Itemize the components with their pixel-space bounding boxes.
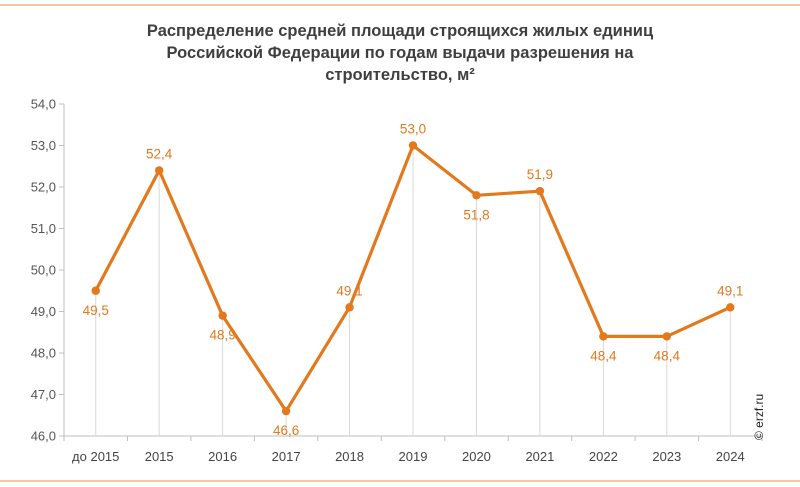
x-tick-label: 2020 bbox=[462, 449, 491, 464]
y-tick-label: 50,0 bbox=[31, 263, 56, 278]
data-label: 48,9 bbox=[209, 328, 235, 343]
data-label: 48,4 bbox=[654, 348, 681, 363]
x-tick-label: до 2015 bbox=[72, 449, 119, 464]
data-label: 48,4 bbox=[590, 348, 617, 363]
data-point bbox=[472, 191, 481, 200]
chart-title-line-3: строительство, м² bbox=[325, 66, 475, 84]
data-label: 51,9 bbox=[527, 167, 553, 182]
x-tick-label: 2024 bbox=[716, 449, 745, 464]
x-tick-label: 2022 bbox=[589, 449, 618, 464]
data-label: 53,0 bbox=[400, 122, 426, 137]
bottom-border bbox=[0, 480, 800, 482]
data-point bbox=[218, 311, 227, 320]
x-tick-label: 2016 bbox=[208, 449, 237, 464]
watermark: © erzf.ru bbox=[752, 393, 766, 440]
x-tick-label: 2015 bbox=[145, 449, 174, 464]
chart-title-line-2: Российской Федерации по годам выдачи раз… bbox=[166, 44, 634, 62]
data-label: 49,5 bbox=[83, 303, 109, 318]
x-tick-label: 2019 bbox=[399, 449, 428, 464]
chart-title-line-1: Распределение средней площади строящихся… bbox=[146, 22, 654, 40]
data-label: 49,1 bbox=[717, 283, 743, 298]
data-point bbox=[91, 286, 100, 295]
data-point bbox=[535, 186, 545, 196]
data-label: 49,1 bbox=[336, 283, 362, 298]
y-tick-label: 46,0 bbox=[31, 429, 56, 444]
data-label: 46,6 bbox=[273, 423, 299, 438]
y-tick-label: 53,0 bbox=[31, 138, 56, 153]
top-border bbox=[0, 4, 800, 6]
data-point bbox=[345, 303, 354, 312]
data-point bbox=[726, 303, 735, 312]
y-tick-label: 48,0 bbox=[31, 346, 56, 361]
x-tick-label: 2017 bbox=[272, 449, 301, 464]
data-label: 52,4 bbox=[146, 146, 173, 161]
x-tick-label: 2023 bbox=[652, 449, 681, 464]
data-label: 51,8 bbox=[463, 207, 489, 222]
y-tick-label: 52,0 bbox=[31, 180, 56, 195]
data-point bbox=[281, 406, 291, 416]
y-tick-label: 47,0 bbox=[31, 387, 56, 402]
y-tick-label: 54,0 bbox=[31, 97, 56, 112]
y-tick-label: 49,0 bbox=[31, 304, 56, 319]
y-tick-label: 51,0 bbox=[31, 221, 56, 236]
data-point bbox=[599, 332, 608, 341]
data-point bbox=[154, 166, 164, 175]
x-tick-label: 2021 bbox=[525, 449, 554, 464]
chart-title: Распределение средней площади строящихся… bbox=[60, 20, 740, 86]
data-point bbox=[408, 141, 418, 150]
data-point bbox=[662, 332, 672, 341]
x-tick-label: 2018 bbox=[335, 449, 364, 464]
